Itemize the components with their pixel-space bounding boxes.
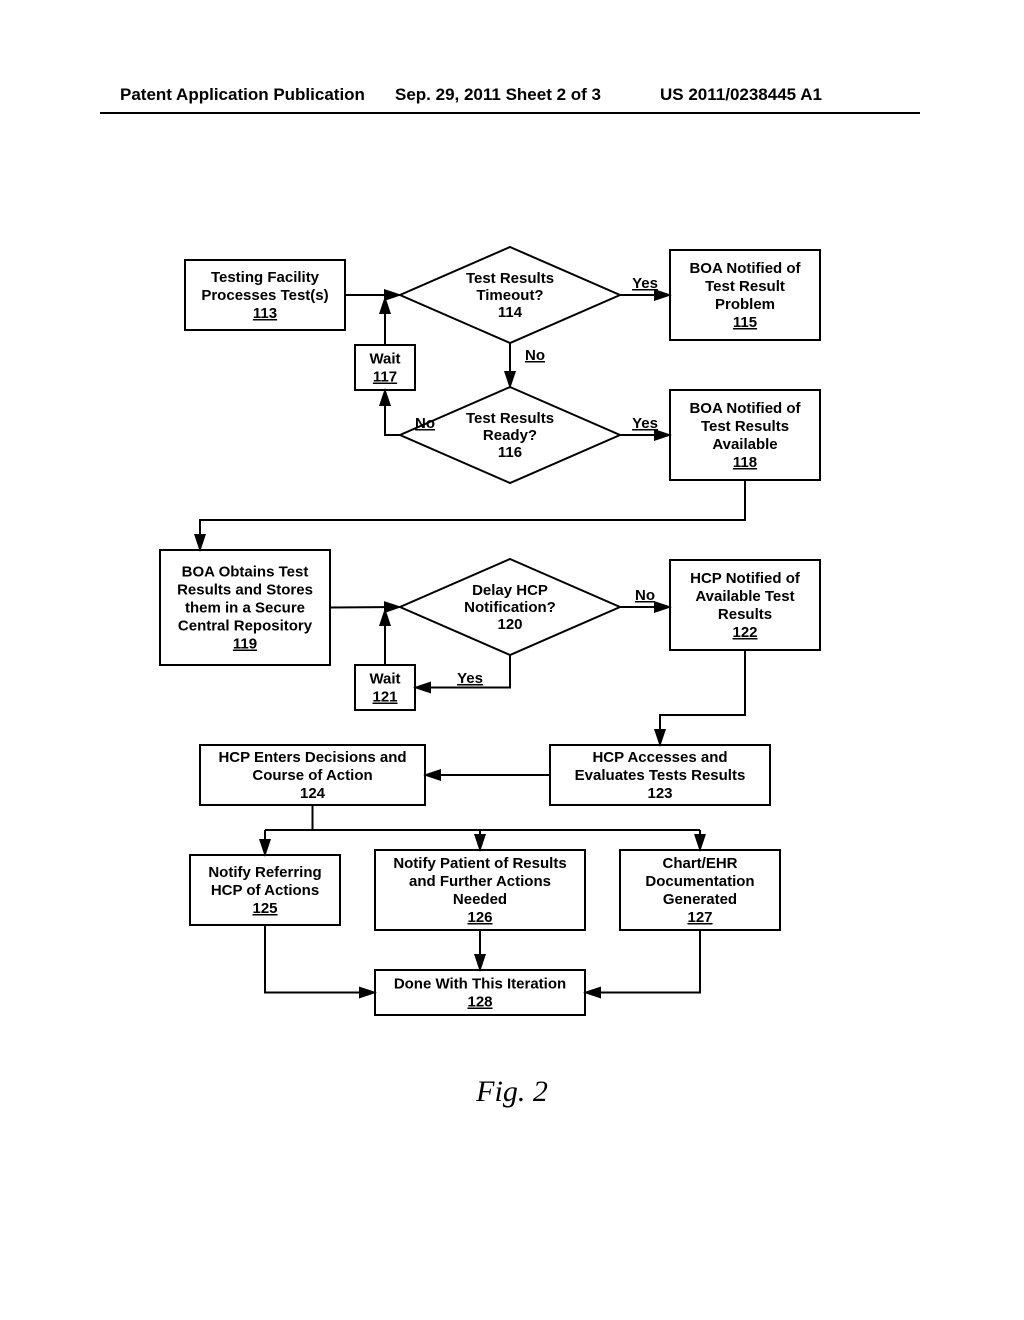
svg-text:Yes: Yes (632, 275, 658, 292)
svg-text:Course of Action: Course of Action (252, 767, 372, 784)
svg-text:Processes Test(s): Processes Test(s) (201, 287, 328, 304)
svg-text:HCP Notified of: HCP Notified of (690, 570, 801, 587)
svg-text:Ready?: Ready? (483, 427, 537, 444)
node-118: BOA Notified ofTest ResultsAvailable118 (670, 390, 820, 480)
svg-text:No: No (525, 347, 545, 364)
svg-text:123: 123 (647, 785, 672, 802)
svg-text:121: 121 (372, 689, 397, 706)
header-mid: Sep. 29, 2011 Sheet 2 of 3 (395, 85, 601, 105)
svg-text:Yes: Yes (632, 415, 658, 432)
header-right: US 2011/0238445 A1 (660, 85, 822, 105)
svg-text:Yes: Yes (457, 670, 483, 687)
svg-text:Test Results: Test Results (701, 418, 789, 435)
svg-text:BOA Notified of: BOA Notified of (689, 400, 801, 417)
node-115: BOA Notified ofTest ResultProblem115 (670, 250, 820, 340)
svg-text:Evaluates Tests Results: Evaluates Tests Results (575, 767, 746, 784)
svg-text:117: 117 (373, 369, 397, 386)
svg-text:126: 126 (467, 909, 492, 926)
svg-text:No: No (635, 587, 655, 604)
node-121: Wait121 (355, 665, 415, 710)
svg-text:Delay HCP: Delay HCP (472, 582, 548, 599)
svg-text:120: 120 (497, 616, 522, 633)
node-124: HCP Enters Decisions andCourse of Action… (200, 745, 425, 805)
svg-text:Central Repository: Central Repository (178, 618, 313, 635)
svg-text:122: 122 (732, 624, 757, 641)
decision-114: Test ResultsTimeout?114 (400, 247, 620, 343)
svg-text:Problem: Problem (715, 296, 775, 313)
svg-text:No: No (415, 415, 435, 432)
decision-116: Test ResultsReady?116 (400, 387, 620, 483)
header-rule (100, 112, 920, 114)
svg-text:Testing Facility: Testing Facility (211, 269, 320, 286)
node-128: Done With This Iteration128 (375, 970, 585, 1015)
svg-text:Test Result: Test Result (705, 278, 785, 295)
svg-text:Documentation: Documentation (645, 873, 754, 890)
svg-text:119: 119 (233, 636, 257, 653)
node-126: Notify Patient of Resultsand Further Act… (375, 850, 585, 930)
svg-text:Needed: Needed (453, 891, 507, 908)
svg-text:Results: Results (718, 606, 772, 623)
svg-text:HCP Enters Decisions and: HCP Enters Decisions and (218, 749, 406, 766)
header-left: Patent Application Publication (120, 85, 365, 105)
node-119: BOA Obtains TestResults and Storesthem i… (160, 550, 330, 665)
svg-text:118: 118 (733, 454, 757, 471)
node-122: HCP Notified ofAvailable TestResults122 (670, 560, 820, 650)
svg-text:Wait: Wait (369, 351, 400, 368)
svg-text:Generated: Generated (663, 891, 737, 908)
svg-text:them in a Secure: them in a Secure (185, 600, 305, 617)
svg-text:Available: Available (712, 436, 777, 453)
svg-text:124: 124 (300, 785, 326, 802)
svg-text:Test Results: Test Results (466, 410, 554, 427)
node-125: Notify ReferringHCP of Actions125 (190, 855, 340, 925)
svg-text:HCP Accesses and: HCP Accesses and (592, 749, 727, 766)
svg-text:Timeout?: Timeout? (476, 287, 543, 304)
svg-text:114: 114 (498, 304, 523, 321)
node-123: HCP Accesses andEvaluates Tests Results1… (550, 745, 770, 805)
svg-text:125: 125 (252, 900, 277, 917)
node-113: Testing FacilityProcesses Test(s)113 (185, 260, 345, 330)
svg-text:Done With This Iteration: Done With This Iteration (394, 976, 566, 993)
svg-text:115: 115 (733, 314, 757, 331)
svg-text:Notify Patient of Results: Notify Patient of Results (393, 855, 566, 872)
node-127: Chart/EHRDocumentationGenerated127 (620, 850, 780, 930)
svg-text:HCP of Actions: HCP of Actions (211, 882, 319, 899)
svg-text:116: 116 (498, 444, 522, 461)
svg-text:BOA Obtains Test: BOA Obtains Test (182, 564, 309, 581)
svg-text:Notify Referring: Notify Referring (208, 864, 321, 881)
svg-text:127: 127 (687, 909, 712, 926)
svg-text:and Further Actions: and Further Actions (409, 873, 551, 890)
figure-caption: Fig. 2 (0, 1075, 1024, 1109)
decision-120: Delay HCPNotification?120 (400, 559, 620, 655)
svg-text:113: 113 (253, 305, 277, 322)
svg-text:Results and Stores: Results and Stores (177, 582, 313, 599)
svg-text:Test Results: Test Results (466, 270, 554, 287)
svg-text:Wait: Wait (369, 671, 400, 688)
flowchart: Testing FacilityProcesses Test(s)113Test… (140, 240, 880, 1060)
svg-text:128: 128 (467, 994, 492, 1011)
svg-text:Available Test: Available Test (695, 588, 794, 605)
node-117: Wait117 (355, 345, 415, 390)
svg-text:Chart/EHR: Chart/EHR (662, 855, 737, 872)
svg-text:Notification?: Notification? (464, 599, 556, 616)
svg-text:BOA Notified of: BOA Notified of (689, 260, 801, 277)
